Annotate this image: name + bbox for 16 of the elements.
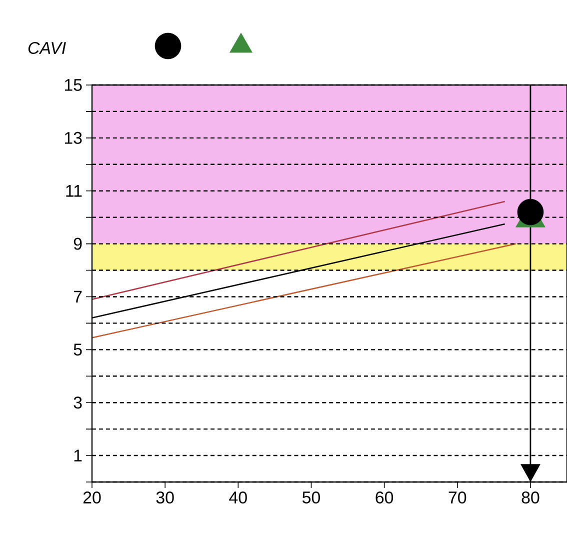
x-tick-label: 20 bbox=[83, 491, 101, 504]
y-tick-label: 15 bbox=[64, 79, 82, 91]
y-tick-label: 5 bbox=[74, 344, 82, 356]
y-tick-label: 3 bbox=[74, 396, 82, 409]
x-tick-label: 30 bbox=[156, 491, 174, 504]
x-tick-label: 60 bbox=[376, 491, 394, 504]
y-axis-title: CAVI bbox=[28, 42, 66, 54]
x-tick-label: 80 bbox=[522, 491, 540, 504]
x-tick-label: 70 bbox=[448, 491, 466, 504]
y-tick-label: 13 bbox=[64, 132, 82, 144]
y-tick-label: 7 bbox=[74, 290, 82, 303]
y-tick-label: 9 bbox=[74, 238, 82, 250]
x-tick-label: 40 bbox=[229, 491, 247, 504]
y-tick-label: 1 bbox=[74, 450, 82, 462]
x-tick-label: 50 bbox=[302, 491, 320, 504]
y-tick-label: 11 bbox=[66, 185, 82, 197]
